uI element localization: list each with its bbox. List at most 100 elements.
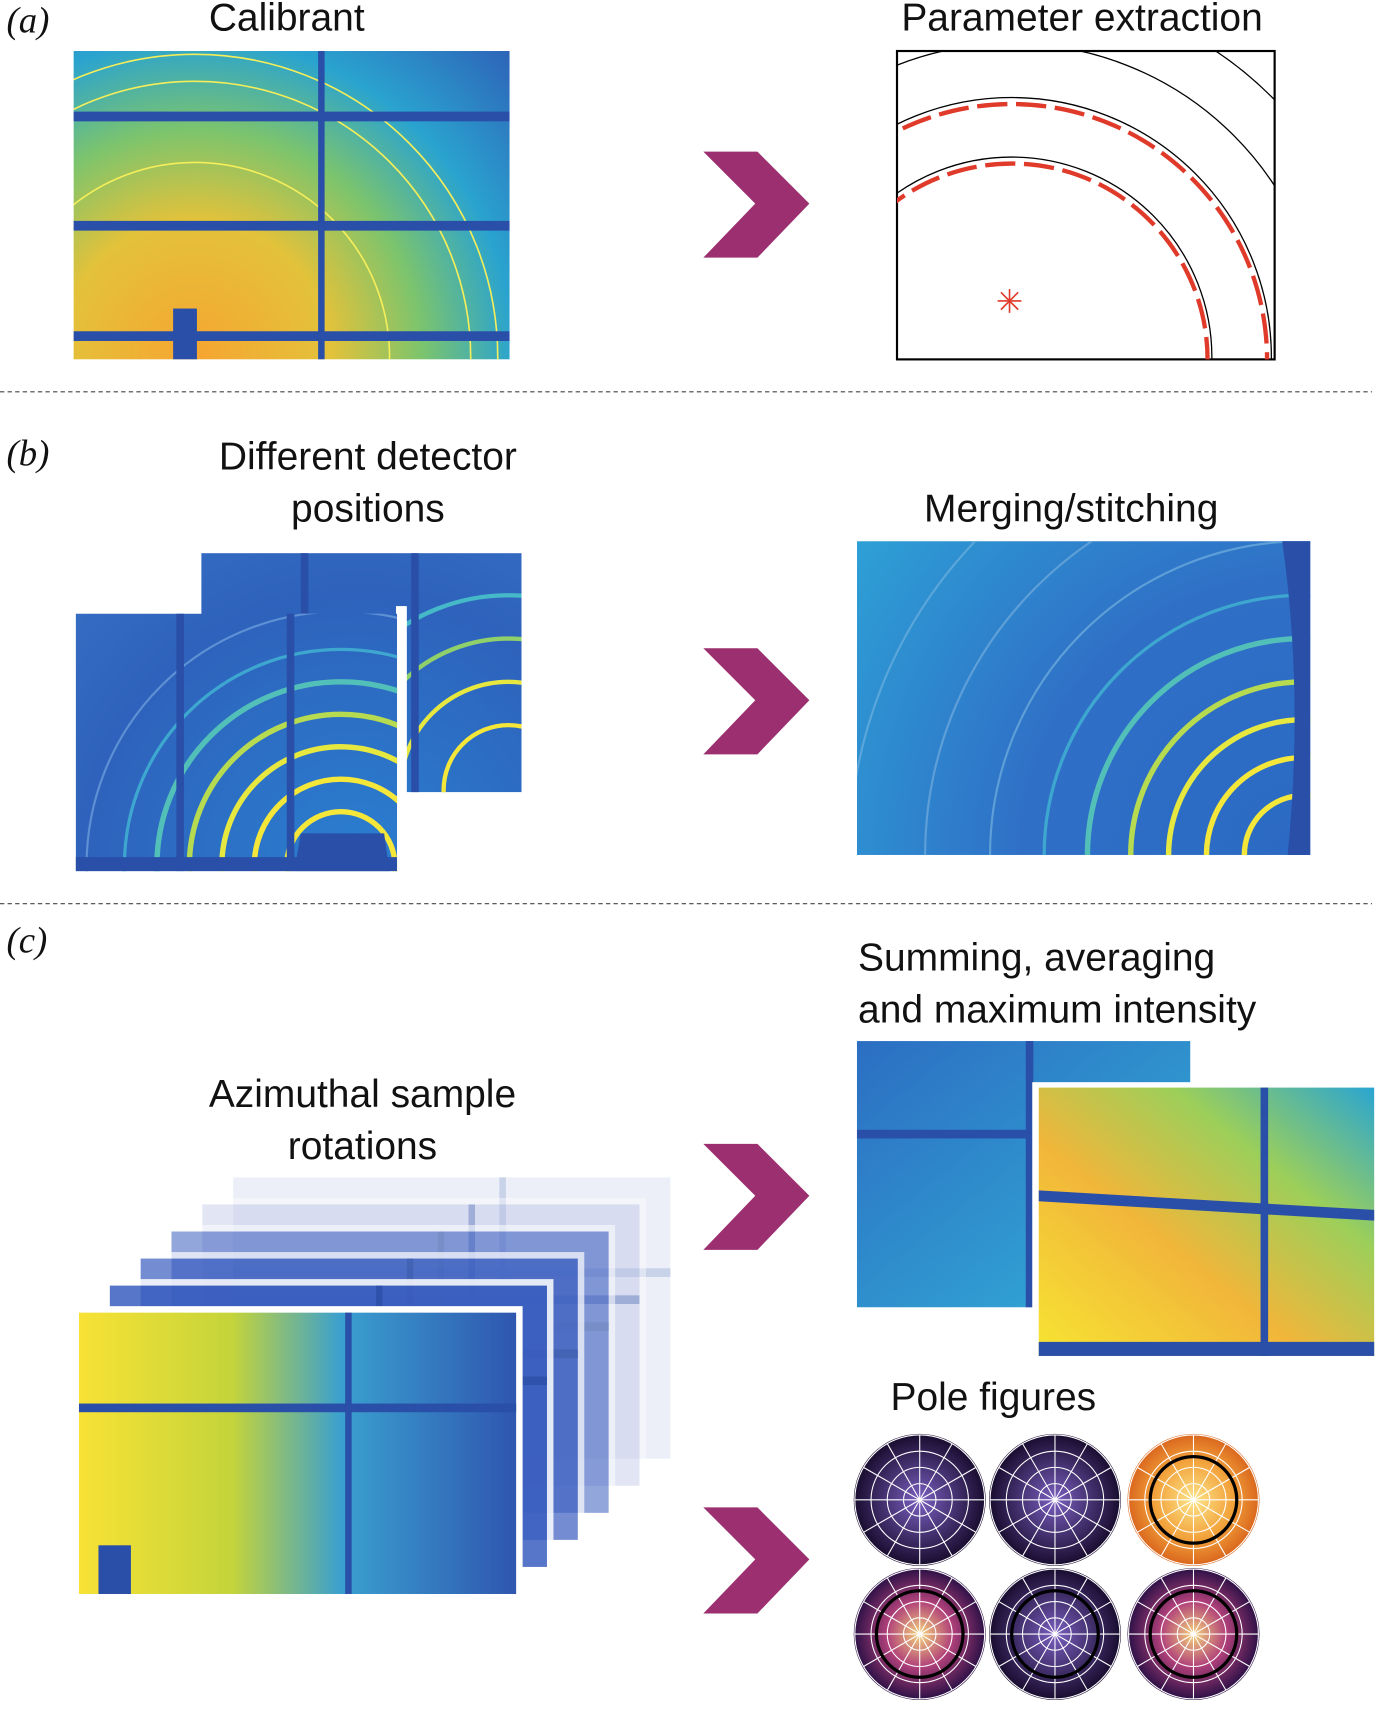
figure-rect (895, 49, 1276, 361)
pole-grid (1136, 1466, 1194, 1501)
figure-rect (73, 220, 510, 231)
figure-circle (441, 722, 522, 793)
panel-title: Summing, averaging (858, 937, 1215, 980)
pole-grid (919, 1601, 977, 1635)
panel-title: Calibrant (209, 0, 365, 39)
pole-grid (1193, 1466, 1250, 1501)
pole-grid (886, 1577, 921, 1635)
panel-title: Different detector (219, 436, 517, 479)
panel-title: and maximum intensity (858, 989, 1257, 1032)
figure-rect (73, 51, 510, 360)
figure-rect (73, 331, 510, 341)
detector-gap (345, 1312, 352, 1594)
rotation-frame (72, 1306, 523, 1601)
figure-path (1282, 541, 1311, 855)
figure-rect (1260, 1087, 1269, 1356)
pole-grid (1136, 1601, 1194, 1635)
merged-image (856, 541, 1311, 855)
pole-grid (1054, 1499, 1088, 1557)
figure-rect (1038, 1087, 1375, 1356)
figure-circle (897, 161, 1210, 360)
pole-figure (853, 1568, 986, 1701)
pole-grid (1054, 1443, 1088, 1501)
panel-title: Pole figures (890, 1376, 1096, 1419)
panel-label: (b) (6, 432, 49, 473)
figure-rect (75, 613, 398, 872)
pole-grid (1160, 1499, 1194, 1557)
pole-grid (1054, 1499, 1112, 1533)
pole-grid (863, 1499, 920, 1533)
pole-figures (853, 1433, 1260, 1701)
pole-grid (1022, 1443, 1056, 1501)
pole-grid (998, 1499, 1056, 1533)
pole-grid (1160, 1443, 1194, 1501)
arrow (703, 151, 810, 258)
pole-grid (863, 1601, 920, 1635)
figure-circle (897, 96, 1272, 360)
pole-grid (863, 1633, 920, 1667)
pole-grid (886, 1499, 921, 1557)
pole-grid (919, 1633, 953, 1691)
pole-grid (1193, 1601, 1250, 1635)
pole-ring (1148, 1589, 1239, 1679)
pole-figure (1127, 1568, 1260, 1701)
figure-rect (73, 111, 510, 122)
pole-grid (886, 1443, 921, 1501)
pole-grid (919, 1466, 977, 1501)
calibrant-image (73, 51, 510, 360)
figure-circle (73, 53, 499, 360)
pole-grid (919, 1499, 977, 1533)
pole-grid (1054, 1577, 1088, 1635)
pole-grid (886, 1633, 921, 1691)
beamstop (98, 1545, 131, 1594)
pole-grid (1054, 1633, 1088, 1691)
panel-title: Parameter extraction (901, 0, 1262, 39)
figure-g (897, 51, 1275, 360)
detector-image (75, 613, 398, 872)
pole-grid (1136, 1633, 1194, 1667)
pole-grid (863, 1466, 920, 1501)
figure-polygon (1038, 1190, 1375, 1221)
panel-label: (c) (6, 919, 47, 960)
figure-circle (73, 80, 472, 360)
pole-grid (998, 1601, 1056, 1635)
panel-title: Merging/stitching (924, 488, 1218, 531)
figure-g (897, 101, 1270, 360)
frame-border (396, 606, 407, 877)
pole-figure (988, 1433, 1121, 1566)
pole-ring (1010, 1589, 1100, 1679)
figure-g (75, 613, 398, 872)
panel-label: (a) (6, 0, 49, 41)
figure-g (997, 289, 1022, 313)
pole-grid (1193, 1633, 1227, 1691)
figure-rect (1025, 1041, 1034, 1308)
figure-g (73, 51, 510, 360)
figure-g (897, 51, 1275, 360)
pole-grid (1193, 1443, 1227, 1501)
arrow (703, 1507, 810, 1614)
figure-rect (856, 1129, 1191, 1139)
pole-grid (1193, 1499, 1227, 1557)
figure-g (73, 53, 499, 360)
figure-rect (286, 613, 295, 872)
panel-title: rotations (288, 1125, 437, 1168)
figure-rect (411, 553, 419, 793)
pole-figure (1127, 1433, 1260, 1566)
summed-image (856, 1041, 1381, 1362)
pole-grid (998, 1633, 1056, 1667)
pole-grid (1193, 1633, 1250, 1667)
pole-grid (1054, 1633, 1112, 1667)
pole-grid (919, 1577, 953, 1635)
figure-rect (1038, 1341, 1375, 1356)
panel-title: positions (291, 488, 445, 531)
pole-grid (1054, 1466, 1112, 1501)
figure-rect (176, 613, 184, 872)
arrow (703, 1143, 810, 1250)
figure-rect (75, 857, 398, 872)
pole-grid (1022, 1577, 1056, 1635)
figure-circle (73, 161, 391, 360)
pole-grid (1160, 1633, 1194, 1691)
pole-grid (919, 1499, 953, 1557)
